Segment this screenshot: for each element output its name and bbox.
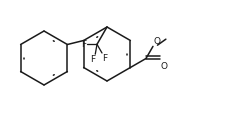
Text: F: F: [81, 40, 86, 49]
Text: F: F: [90, 55, 95, 64]
Text: O: O: [160, 61, 168, 71]
Text: F: F: [103, 54, 108, 63]
Text: O: O: [154, 37, 160, 46]
